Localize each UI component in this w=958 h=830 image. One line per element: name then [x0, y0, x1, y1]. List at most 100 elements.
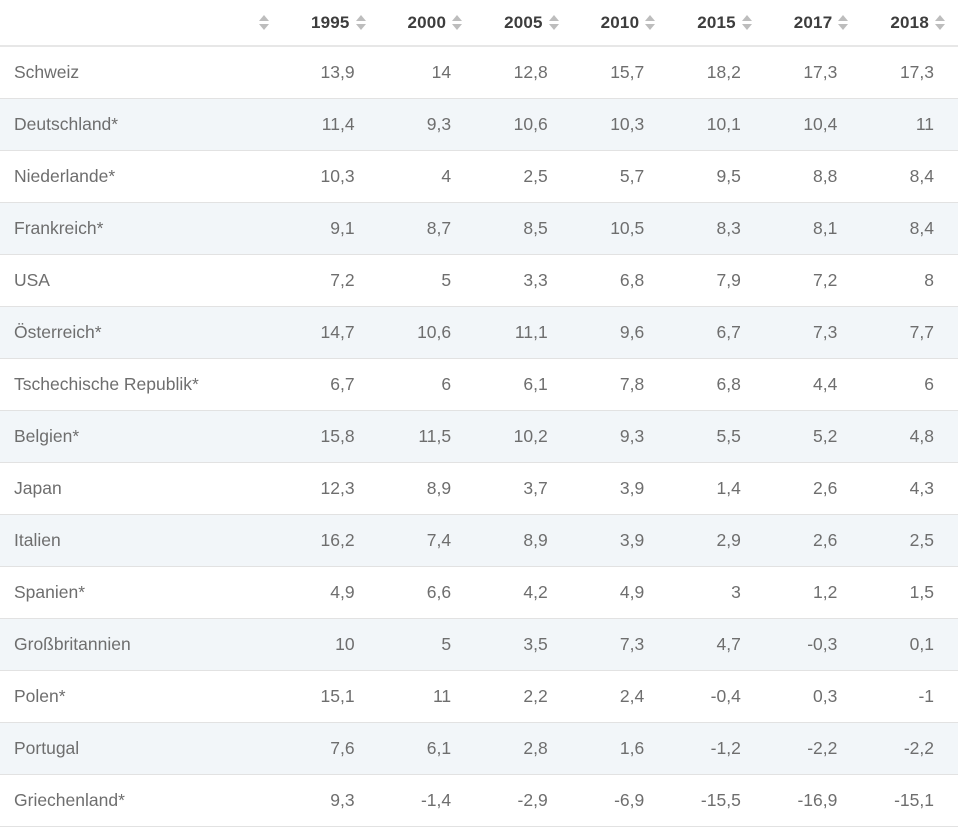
- column-header-content: 2010: [572, 13, 669, 33]
- column-header-label: 2015: [697, 12, 736, 32]
- column-header-content: 2015: [668, 13, 765, 33]
- value-cell: 3: [668, 566, 765, 619]
- value-cell: 0,1: [861, 618, 958, 671]
- value-cell: 17,3: [861, 46, 958, 99]
- sort-asc-arrow-icon: [259, 15, 269, 21]
- value-cell: 7,3: [764, 306, 862, 359]
- sort-asc-arrow-icon: [935, 15, 945, 21]
- table-row: Italien 16,2 7,4 8,9 3,9 2,9 2,6 2,5: [0, 514, 958, 567]
- value-cell: 10,6: [475, 98, 572, 151]
- value-cell: 8: [861, 254, 958, 307]
- column-header-2018[interactable]: 2018: [861, 0, 958, 47]
- value-cell: 10: [282, 618, 379, 671]
- table-row: Frankreich* 9,1 8,7 8,5 10,5 8,3 8,1 8,4: [0, 202, 958, 255]
- value-cell: 6,6: [378, 566, 476, 619]
- row-label: Polen*: [0, 670, 282, 723]
- column-header-content: 2005: [475, 13, 572, 33]
- value-cell: 6,7: [282, 358, 379, 411]
- value-cell: 8,3: [668, 202, 765, 255]
- value-cell: -2,2: [861, 722, 958, 775]
- value-cell: 1,6: [571, 722, 669, 775]
- value-cell: 10,6: [378, 306, 476, 359]
- value-cell: 8,5: [475, 202, 572, 255]
- value-cell: 10,5: [571, 202, 669, 255]
- table-row: Deutschland* 11,4 9,3 10,6 10,3 10,1 10,4 11: [0, 98, 958, 151]
- table-row: Großbritannien 10 5 3,5 7,3 4,7 -0,3 0,1: [0, 618, 958, 671]
- value-cell: 4,7: [668, 618, 765, 671]
- value-cell: 2,5: [861, 514, 958, 567]
- sort-icon: [355, 15, 366, 30]
- row-label: Großbritannien: [0, 618, 282, 671]
- column-header-content: 2000: [379, 13, 476, 33]
- value-cell: 4,2: [475, 566, 572, 619]
- column-header-label: 2005: [504, 12, 543, 32]
- value-cell: 2,9: [668, 514, 765, 567]
- value-cell: 2,8: [475, 722, 572, 775]
- sort-desc-arrow-icon: [259, 24, 269, 30]
- value-cell: 8,4: [861, 150, 958, 203]
- value-cell: 5,2: [764, 410, 862, 463]
- value-cell: 8,4: [861, 202, 958, 255]
- sort-desc-arrow-icon: [935, 24, 945, 30]
- column-header-2000[interactable]: 2000: [378, 0, 476, 47]
- sort-desc-arrow-icon: [452, 24, 463, 30]
- column-header-2015[interactable]: 2015: [668, 0, 765, 47]
- value-cell: 14: [378, 46, 476, 99]
- column-header-2017[interactable]: 2017: [764, 0, 862, 47]
- value-cell: 8,7: [378, 202, 476, 255]
- column-header-2005[interactable]: 2005: [475, 0, 572, 47]
- column-header-label: 1995: [310, 12, 350, 32]
- column-header-label: 2018: [890, 12, 929, 32]
- sort-asc-arrow-icon: [548, 15, 559, 21]
- value-cell: 18,2: [668, 46, 765, 99]
- value-cell: 17,3: [764, 46, 862, 99]
- sort-icon: [452, 15, 463, 30]
- row-label: Spanien*: [0, 566, 282, 619]
- value-cell: 6,8: [668, 358, 765, 411]
- value-cell: 7,6: [282, 722, 379, 775]
- value-cell: 8,1: [764, 202, 862, 255]
- value-cell: 3,3: [475, 254, 572, 307]
- value-cell: 3,5: [475, 618, 572, 671]
- value-cell: 9,5: [668, 150, 765, 203]
- row-label: Griechenland*: [0, 774, 282, 827]
- column-header-1995[interactable]: 1995: [282, 0, 379, 47]
- table-row: Schweiz 13,9 14 12,8 15,7 18,2 17,3 17,3: [0, 46, 958, 99]
- sort-icon: [548, 15, 559, 30]
- value-cell: 7,8: [571, 358, 669, 411]
- table-row: Griechenland* 9,3 -1,4 -2,9 -6,9 -15,5 -16,9-…: [0, 774, 958, 827]
- header-row: 1995 2000 2005 2010: [0, 0, 958, 47]
- table-row: USA 7,2 5 3,3 6,8 7,9 7,2 8: [0, 254, 958, 307]
- value-cell: 8,8: [764, 150, 862, 203]
- value-cell: 3,7: [475, 462, 572, 515]
- value-cell: 11,4: [282, 98, 379, 151]
- value-cell: 4,9: [571, 566, 669, 619]
- value-cell: 9,3: [378, 98, 476, 151]
- value-cell: -16,9: [764, 774, 862, 827]
- column-header-row-label[interactable]: [0, 0, 282, 47]
- sort-asc-arrow-icon: [355, 15, 366, 21]
- value-cell: 16,2: [282, 514, 379, 567]
- value-cell: -1,2: [668, 722, 765, 775]
- value-cell: 10,2: [475, 410, 572, 463]
- column-header-2010[interactable]: 2010: [571, 0, 669, 47]
- sort-asc-arrow-icon: [452, 15, 463, 21]
- sort-asc-arrow-icon: [645, 15, 656, 21]
- value-cell: -1,4: [378, 774, 476, 827]
- value-cell: 3,9: [571, 514, 669, 567]
- value-cell: -2,2: [764, 722, 862, 775]
- value-cell: 2,2: [475, 670, 572, 723]
- value-cell: 7,3: [571, 618, 669, 671]
- value-cell: 1,5: [861, 566, 958, 619]
- table-row: Portugal 7,6 6,1 2,8 1,6 -1,2 -2,2 -2,2: [0, 722, 958, 775]
- value-cell: 12,3: [282, 462, 379, 515]
- row-label: Japan: [0, 462, 282, 515]
- value-cell: 1,2: [764, 566, 862, 619]
- value-cell: 2,6: [764, 514, 862, 567]
- column-header-label: 2010: [600, 12, 640, 32]
- value-cell: 6: [861, 358, 958, 411]
- row-label: Italien: [0, 514, 282, 567]
- value-cell: 11,5: [378, 410, 476, 463]
- row-label: Tschechische Republik*: [0, 358, 282, 411]
